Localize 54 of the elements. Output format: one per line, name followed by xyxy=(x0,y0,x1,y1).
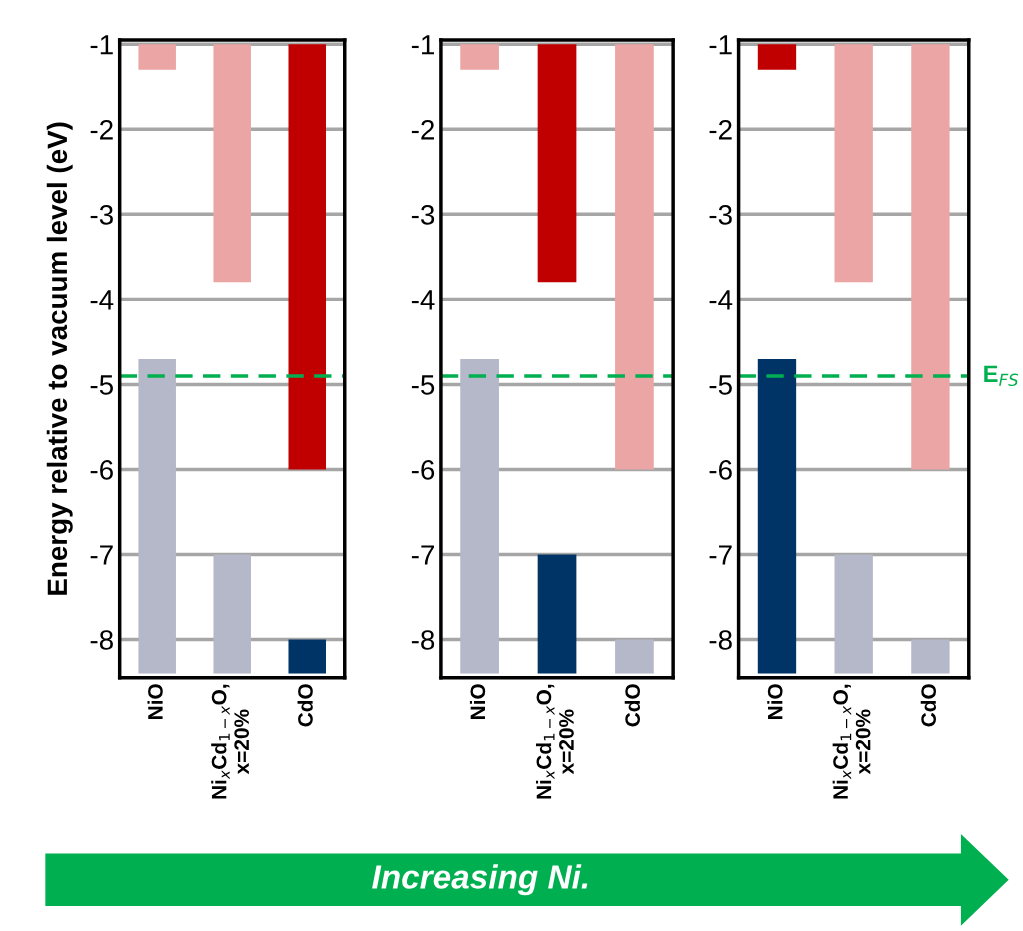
y-tick-label: -2 xyxy=(709,119,732,140)
y-axis-title: Energy relative to vacuum level (eV) xyxy=(46,122,73,595)
bar xyxy=(213,554,251,674)
bar xyxy=(213,44,251,283)
bar xyxy=(138,358,176,674)
y-tick-label: -1 xyxy=(90,35,113,55)
y-tick-label: -2 xyxy=(411,119,434,140)
bar xyxy=(834,44,873,283)
x-tick-label: Ni$_{x}$Cd$_{1−x}$O, x=20% xyxy=(211,684,250,799)
y-tick-label: -7 xyxy=(411,545,434,565)
y-tick-label: -6 xyxy=(411,460,435,480)
bar xyxy=(460,44,499,70)
x-tick-label: Ni$_{x}$Cd$_{1−x}$O, x=20% xyxy=(832,684,871,799)
y-tick-label: -6 xyxy=(90,460,113,480)
ref-line-label: E$_{FS}$ xyxy=(984,365,1019,387)
bar xyxy=(834,554,873,674)
y-tick-label: -4 xyxy=(411,290,435,310)
text: Increasing Ni. xyxy=(372,864,588,896)
bar xyxy=(757,358,797,674)
bar xyxy=(615,44,654,470)
y-tick-label: -5 xyxy=(411,375,435,395)
bar xyxy=(615,639,654,674)
bar xyxy=(288,44,326,470)
bar xyxy=(138,44,176,70)
y-tick-label: -3 xyxy=(411,205,435,225)
bar xyxy=(911,44,950,470)
y-tick-label: -8 xyxy=(411,630,435,650)
x-tick-label: CdO xyxy=(297,684,313,727)
y-tick-label: -5 xyxy=(90,375,113,395)
x-tick-label: CdO xyxy=(624,684,641,727)
y-tick-label: -1 xyxy=(709,35,732,55)
y-tick-label: -3 xyxy=(709,205,732,225)
y-tick-label: -8 xyxy=(709,630,732,650)
x-tick-label: NiO xyxy=(767,684,783,719)
bar xyxy=(537,554,577,674)
bar xyxy=(757,44,797,70)
y-tick-label: -8 xyxy=(90,630,113,650)
x-tick-label: NiO xyxy=(147,684,163,719)
x-tick-label: CdO xyxy=(920,684,937,727)
bar xyxy=(911,639,950,674)
y-tick-label: -4 xyxy=(90,290,114,310)
y-tick-label: -2 xyxy=(90,119,113,140)
y-tick-label: -3 xyxy=(90,205,113,225)
y-tick-label: -6 xyxy=(709,460,732,480)
y-tick-label: -5 xyxy=(709,375,732,395)
x-tick-label: Ni$_{x}$Cd$_{1−x}$O, x=20% xyxy=(535,684,574,799)
y-tick-label: -7 xyxy=(90,545,113,565)
x-tick-label: NiO xyxy=(469,684,486,719)
bar xyxy=(460,358,499,674)
y-tick-label: -7 xyxy=(709,545,732,565)
bar xyxy=(537,44,577,283)
y-tick-label: -1 xyxy=(411,35,434,55)
y-tick-label: -4 xyxy=(709,290,733,310)
bar xyxy=(288,639,326,674)
